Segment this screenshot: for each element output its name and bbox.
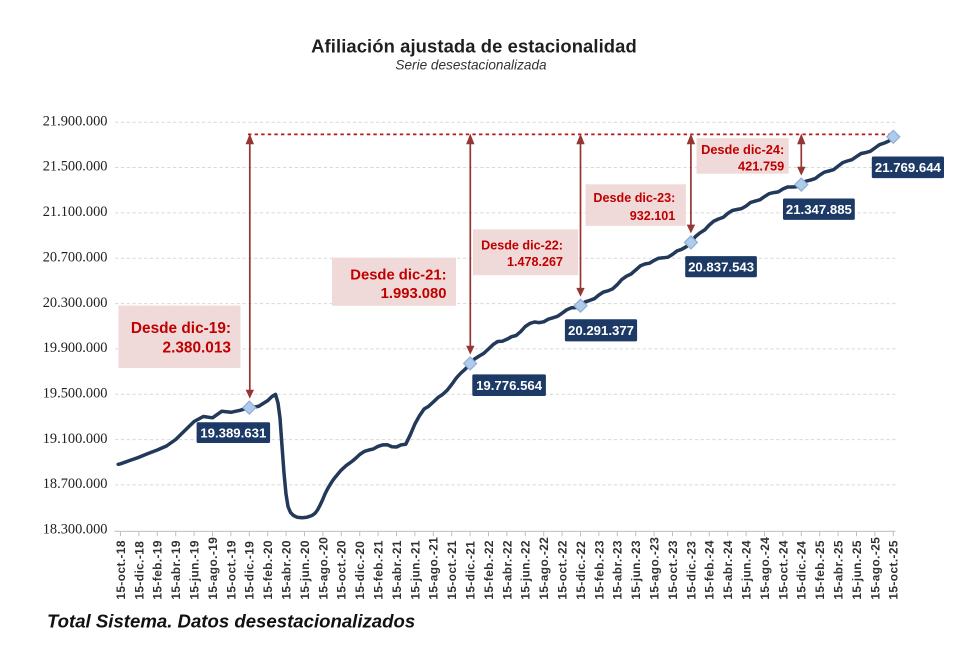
- svg-text:421.759: 421.759: [738, 158, 784, 173]
- svg-text:15-feb.-22: 15-feb.-22: [482, 540, 496, 600]
- svg-text:Afiliación ajustada de estacio: Afiliación ajustada de estacionalidad: [311, 36, 637, 57]
- svg-text:Desde dic-24:: Desde dic-24:: [701, 142, 784, 157]
- svg-text:15-feb.-21: 15-feb.-21: [372, 540, 386, 600]
- svg-text:15-ago.-20: 15-ago.-20: [316, 537, 330, 600]
- svg-text:15-dic.-24: 15-dic.-24: [795, 541, 809, 600]
- svg-text:15-dic.-22: 15-dic.-22: [574, 541, 588, 600]
- svg-text:15-abr.-20: 15-abr.-20: [280, 540, 294, 600]
- svg-text:18.700.000: 18.700.000: [43, 476, 108, 492]
- svg-text:15-oct.-24: 15-oct.-24: [776, 540, 790, 600]
- svg-text:15-oct.-21: 15-oct.-21: [445, 540, 459, 600]
- svg-text:15-oct.-22: 15-oct.-22: [556, 540, 570, 600]
- svg-text:Desde dic-19:: Desde dic-19:: [131, 320, 231, 337]
- svg-text:21.347.885: 21.347.885: [786, 202, 852, 217]
- svg-text:15-dic.-23: 15-dic.-23: [684, 541, 698, 600]
- svg-text:Desde dic-23:: Desde dic-23:: [593, 191, 675, 205]
- svg-text:1.478.267: 1.478.267: [507, 255, 563, 269]
- svg-text:15-ago.-24: 15-ago.-24: [758, 537, 772, 600]
- svg-text:19.500.000: 19.500.000: [43, 385, 108, 401]
- svg-text:Total Sistema. Datos desestaci: Total Sistema. Datos desestacionalizados: [47, 611, 415, 632]
- svg-text:19.100.000: 19.100.000: [43, 431, 108, 447]
- svg-text:15-jun.-25: 15-jun.-25: [850, 540, 864, 600]
- svg-text:20.700.000: 20.700.000: [43, 249, 108, 265]
- svg-text:15-oct.-20: 15-oct.-20: [335, 540, 349, 600]
- svg-text:2.380.013: 2.380.013: [163, 340, 231, 357]
- svg-text:19.389.631: 19.389.631: [200, 425, 266, 440]
- svg-text:Serie desestacionalizada: Serie desestacionalizada: [395, 58, 547, 73]
- svg-text:Desde dic-21:: Desde dic-21:: [350, 267, 446, 283]
- svg-text:15-abr.-24: 15-abr.-24: [721, 540, 735, 600]
- svg-text:21.100.000: 21.100.000: [43, 204, 108, 220]
- svg-text:15-abr.-21: 15-abr.-21: [390, 540, 404, 600]
- svg-text:15-ago.-21: 15-ago.-21: [427, 537, 441, 600]
- svg-text:15-jun.-20: 15-jun.-20: [298, 540, 312, 600]
- svg-text:19.776.564: 19.776.564: [476, 378, 543, 393]
- svg-text:21.769.644: 21.769.644: [875, 160, 942, 175]
- svg-text:18.300.000: 18.300.000: [43, 522, 108, 538]
- svg-text:15-ago.-22: 15-ago.-22: [537, 537, 551, 600]
- svg-text:15-ago.-19: 15-ago.-19: [206, 537, 220, 600]
- svg-text:15-oct.-23: 15-oct.-23: [666, 540, 680, 600]
- svg-text:1.993.080: 1.993.080: [381, 286, 447, 302]
- svg-text:15-oct.-25: 15-oct.-25: [887, 540, 901, 600]
- svg-text:21.500.000: 21.500.000: [43, 159, 108, 175]
- svg-text:15-dic.-21: 15-dic.-21: [464, 541, 478, 600]
- svg-text:15-jun.-21: 15-jun.-21: [408, 540, 422, 600]
- svg-text:15-dic.-19: 15-dic.-19: [243, 541, 257, 600]
- svg-text:Desde dic-22:: Desde dic-22:: [481, 239, 563, 253]
- svg-text:15-feb.-23: 15-feb.-23: [592, 540, 606, 600]
- svg-text:15-feb.-24: 15-feb.-24: [703, 540, 717, 600]
- svg-text:15-jun.-22: 15-jun.-22: [519, 540, 533, 600]
- svg-text:15-oct.-18: 15-oct.-18: [114, 540, 128, 600]
- svg-text:21.900.000: 21.900.000: [43, 113, 108, 129]
- svg-text:15-abr.-22: 15-abr.-22: [500, 540, 514, 600]
- svg-text:19.900.000: 19.900.000: [43, 340, 108, 356]
- svg-text:15-oct.-19: 15-oct.-19: [224, 540, 238, 600]
- svg-text:15-jun.-23: 15-jun.-23: [629, 540, 643, 600]
- svg-text:15-jun.-24: 15-jun.-24: [740, 540, 754, 600]
- svg-text:15-ago.-25: 15-ago.-25: [868, 537, 882, 600]
- svg-text:15-jun.-19: 15-jun.-19: [188, 540, 202, 600]
- svg-text:15-feb.-19: 15-feb.-19: [151, 540, 165, 600]
- svg-text:15-abr.-23: 15-abr.-23: [611, 540, 625, 600]
- svg-text:15-ago.-23: 15-ago.-23: [648, 537, 662, 600]
- svg-text:15-feb.-20: 15-feb.-20: [261, 540, 275, 600]
- svg-text:15-abr.-19: 15-abr.-19: [169, 540, 183, 600]
- svg-text:15-dic.-20: 15-dic.-20: [353, 541, 367, 600]
- svg-text:932.101: 932.101: [630, 209, 676, 223]
- svg-text:20.291.377: 20.291.377: [568, 323, 634, 338]
- svg-text:15-feb.-25: 15-feb.-25: [813, 540, 827, 600]
- svg-text:15-abr.-25: 15-abr.-25: [832, 540, 846, 600]
- svg-text:20.300.000: 20.300.000: [43, 295, 108, 311]
- svg-text:20.837.543: 20.837.543: [688, 260, 754, 275]
- svg-text:15-dic.-18: 15-dic.-18: [132, 541, 146, 600]
